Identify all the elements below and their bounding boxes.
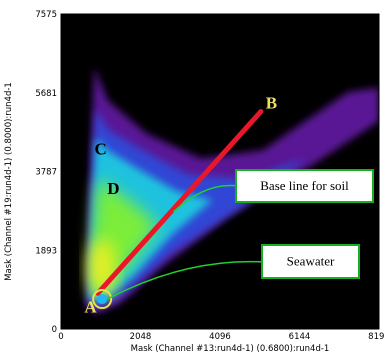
callout-box	[235, 169, 374, 203]
seawater-cluster	[97, 294, 108, 305]
y-tick-label: 7575	[35, 10, 57, 20]
callout-text: Seawater	[287, 254, 335, 269]
callout-pointer	[173, 184, 239, 213]
y-tick-label: 0	[52, 325, 57, 335]
x-axis-label: Mask (Channel #13:run4d-1) (0.6800):run4…	[131, 344, 330, 354]
point-label-c: C	[94, 139, 106, 158]
callout-text: Base line for soil	[260, 178, 349, 193]
x-tick-label: 4096	[209, 332, 231, 342]
point-label-a: A	[84, 297, 97, 316]
y-tick-label: 5681	[35, 89, 57, 99]
seawater-circle	[92, 289, 113, 310]
point-label-b: B	[266, 94, 277, 113]
x-tick-label: 0	[58, 332, 63, 342]
y-axis-label: Mask (Channel #19:run4d-1) (0.8000):run4…	[4, 82, 14, 281]
y-tick-label: 1893	[35, 246, 57, 256]
callout-box	[261, 244, 360, 279]
x-tick-label: 2048	[130, 332, 152, 342]
y-tick-label: 3787	[35, 168, 57, 178]
x-tick-label: 6144	[289, 332, 311, 342]
point-label-d: D	[107, 179, 119, 198]
callout-pointer	[107, 260, 265, 300]
base-line-for-soil	[95, 109, 264, 296]
x-tick-label: 8192	[368, 332, 385, 342]
